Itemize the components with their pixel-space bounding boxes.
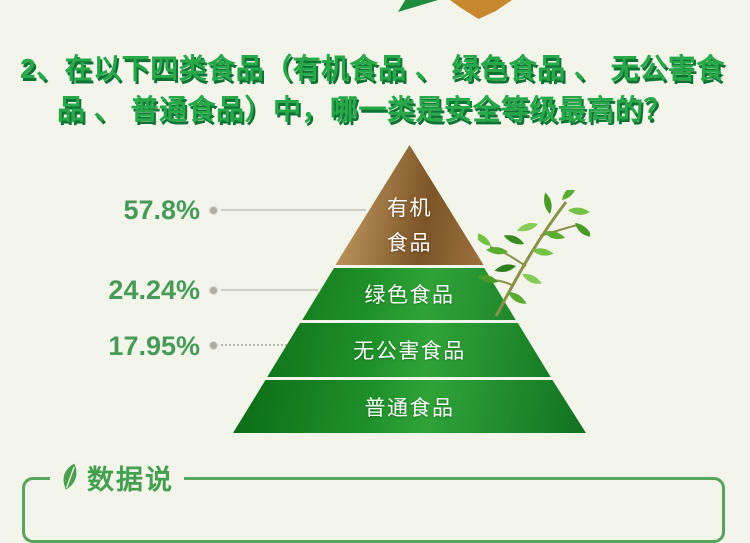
question-line-2: 品 、 普通食品）中，哪一类是安全等级最高的？ (57, 94, 673, 125)
pyramid-tier-pollution-free: 无公害食品 (267, 323, 551, 377)
tea-branch-illustration (478, 190, 590, 317)
data-section-header: 数据说 (50, 460, 184, 495)
top-leaf-green-decoration-icon (398, 0, 438, 12)
tier-pollution-free-label: 无公害食品 (353, 340, 466, 363)
branch-leaves (478, 190, 590, 304)
question-line-1: 2、在以下四类食品（有机食品 、 绿色食品 、 无公害食 (20, 53, 725, 84)
tier-green-food-label: 绿色食品 (364, 284, 455, 307)
top-leaf-orange-decoration-icon (450, 0, 512, 19)
tier-organic-label-line1: 有机 (387, 197, 432, 220)
callout-line-1 (221, 209, 366, 211)
food-safety-pyramid-chart: 有机 食品 绿色食品 无公害食品 普通食品 (233, 145, 586, 433)
percent-label-organic: 57.8% (123, 195, 200, 225)
callout-line-3 (221, 344, 287, 346)
question-title: 2、在以下四类食品（有机食品 、 绿色食品 、 无公害食 品 、 普通食品）中，… (20, 48, 732, 130)
percent-label-pollution-free: 17.95% (108, 331, 200, 361)
tier-ordinary-label: 普通食品 (364, 396, 455, 420)
percent-label-green-food: 24.24% (108, 275, 200, 305)
data-section-title: 数据说 (87, 464, 174, 495)
pyramid-tier-ordinary: 普通食品 (233, 380, 586, 433)
callout-dot-3 (210, 342, 217, 349)
leaf-icon (63, 463, 77, 490)
callout-line-2 (221, 289, 318, 291)
tier-organic-label: 有机 食品 (387, 191, 432, 265)
callout-dot-2 (210, 287, 217, 294)
tier-organic-label-line2: 食品 (387, 232, 432, 255)
callout-dot-1 (210, 207, 217, 214)
infographic-page: { "page": {"background": "#f3f4ea", "acc… (20, 0, 732, 543)
